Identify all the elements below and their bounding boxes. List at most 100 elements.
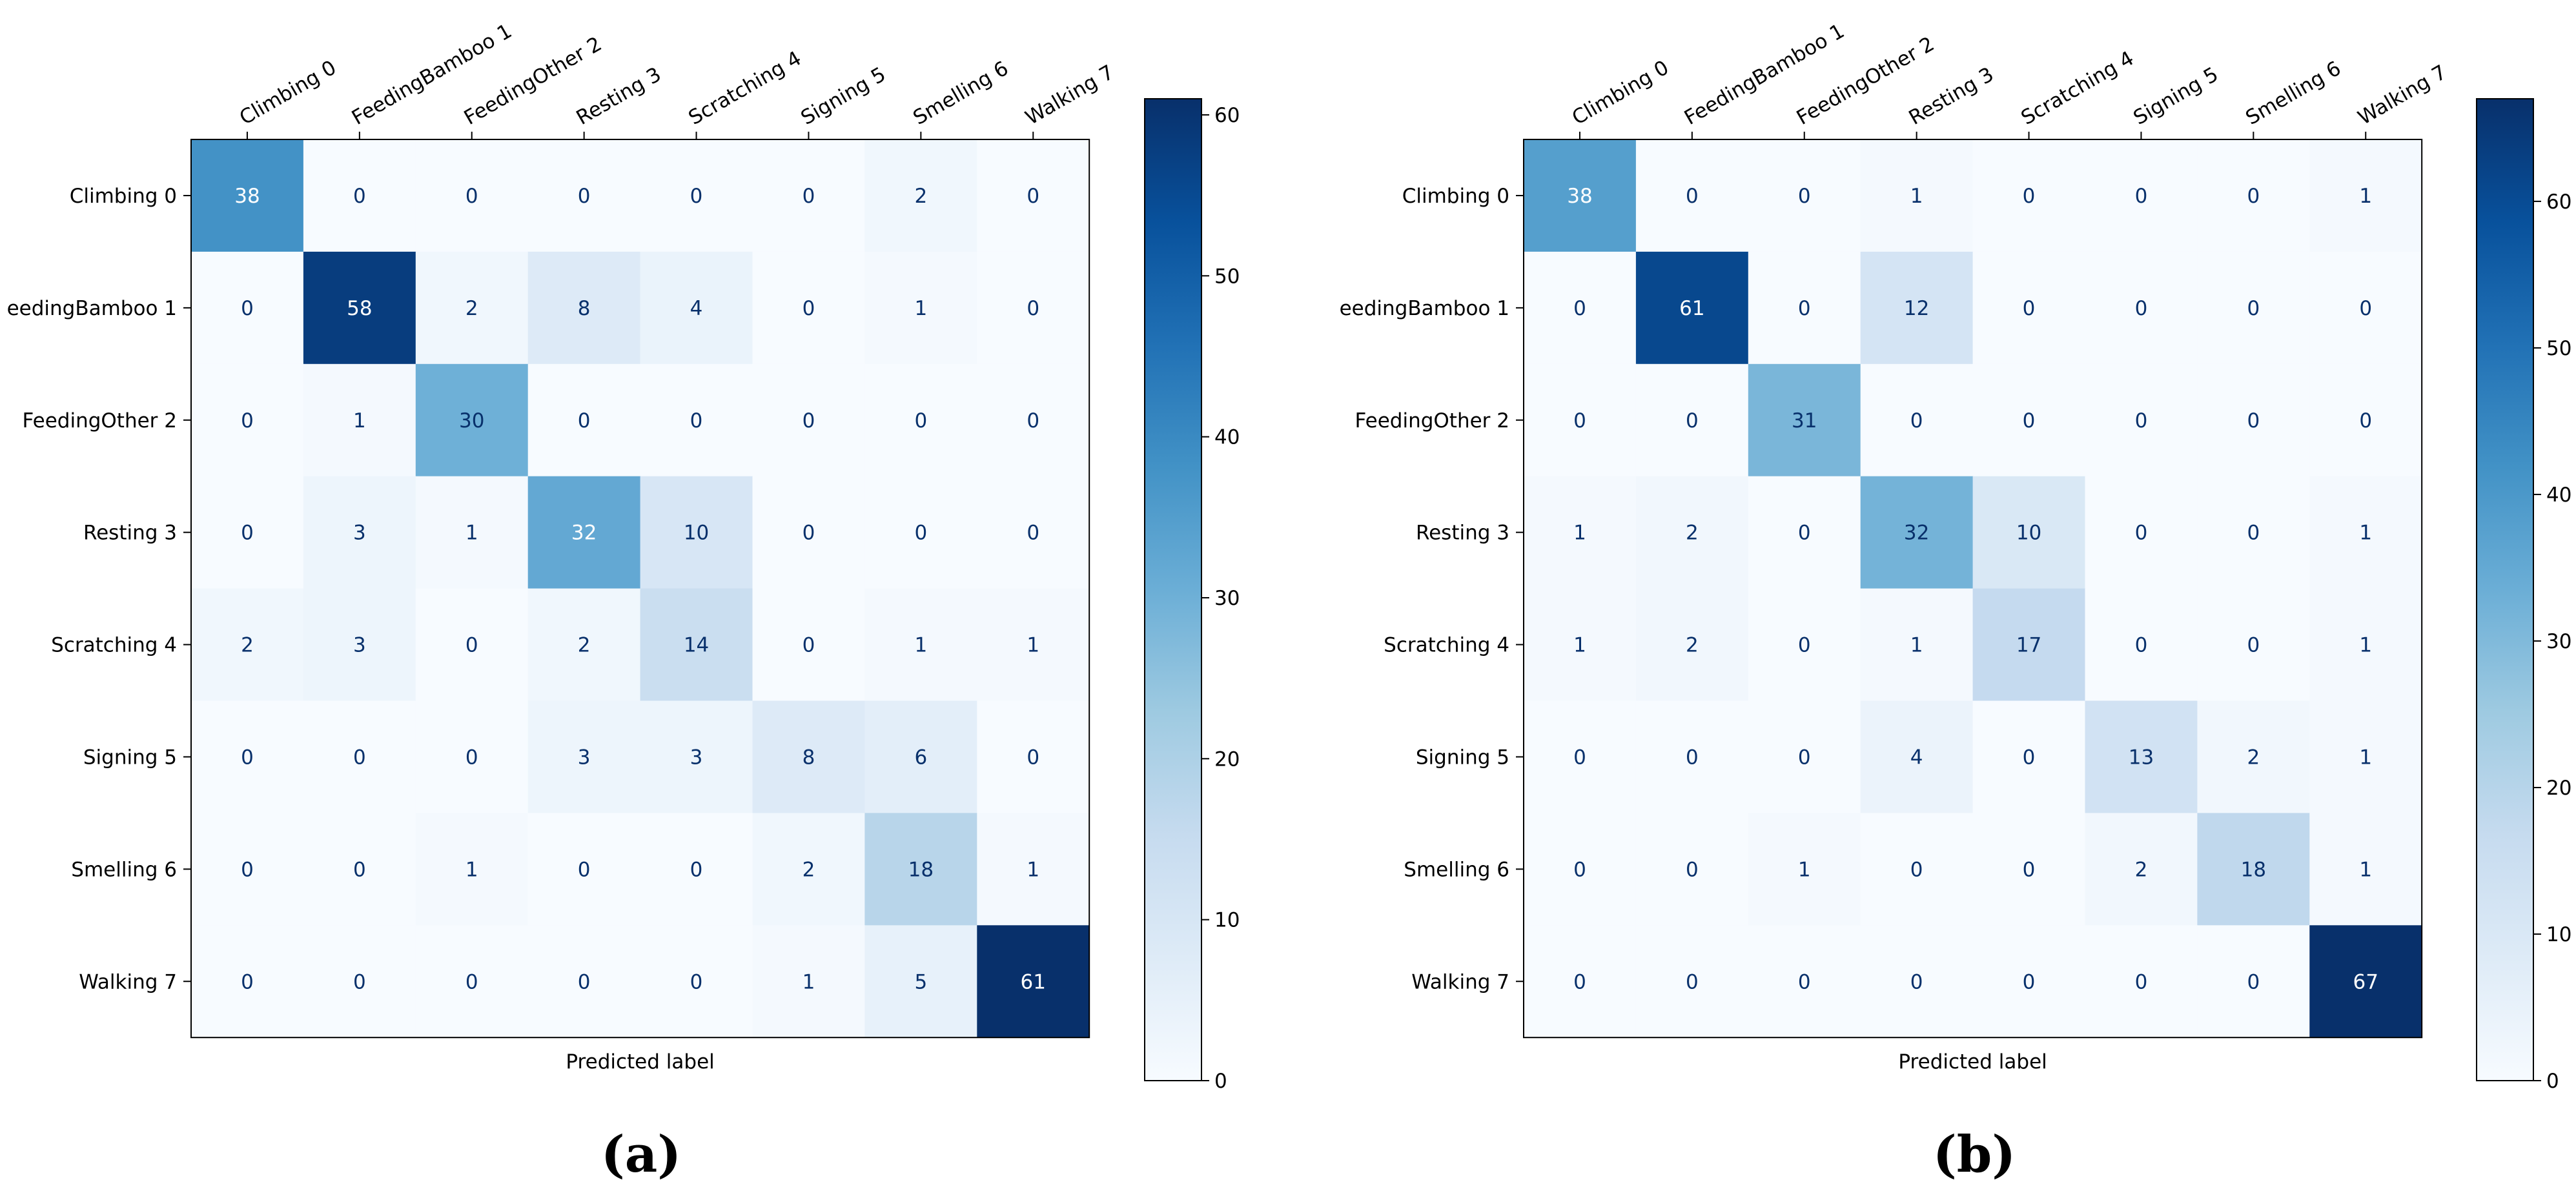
cell-value: 0 <box>465 970 478 993</box>
matrix-cell <box>2085 588 2198 702</box>
cell-value: 0 <box>690 409 703 433</box>
panel-label: (b) <box>1933 1125 2016 1184</box>
cell-value: 0 <box>2023 746 2036 769</box>
y-tick-label: Smelling 6 <box>71 858 177 881</box>
cell-value: 1 <box>1027 858 1039 881</box>
cell-value: 0 <box>690 970 703 993</box>
cell-value: 0 <box>353 858 366 881</box>
cell-value: 0 <box>1798 970 1811 993</box>
matrix-cell <box>2197 251 2310 365</box>
matrix-cells: 38 0 0 0 0 0 2 00 58 2 8 4 0 1 00 1 30 0 0 0 0 00 3 1 32 10 0 0 02 3 0… <box>191 139 1090 1038</box>
cell-value: 2 <box>578 634 591 657</box>
cell-value: 3 <box>690 746 703 769</box>
matrix-cell <box>303 251 416 365</box>
matrix-cell <box>752 251 865 365</box>
matrix-cell <box>640 588 753 702</box>
matrix-cell <box>1524 251 1637 365</box>
colorbar-tick-label: 20 <box>1214 748 1240 771</box>
cell-value: 2 <box>2247 746 2260 769</box>
matrix-cell <box>2085 363 2198 477</box>
cell-value: 0 <box>802 522 815 545</box>
colorbar-tick-label: 50 <box>1214 265 1240 288</box>
matrix-cell <box>2085 476 2198 589</box>
cell-value: 1 <box>802 970 815 993</box>
matrix-cell <box>1635 139 1749 252</box>
matrix-cell <box>2309 700 2422 813</box>
cell-value: 0 <box>914 409 927 433</box>
cell-value: 0 <box>1027 185 1039 208</box>
matrix-cell <box>527 363 641 477</box>
y-tick-label: FeedingOther 2 <box>23 409 178 433</box>
matrix-cell <box>1524 139 1637 252</box>
cell-value: 0 <box>1798 297 1811 320</box>
cell-value: 0 <box>2247 297 2260 320</box>
matrix-cell <box>1524 363 1637 477</box>
matrix-cell <box>1748 813 1861 926</box>
x-tick-label: Resting 3 <box>1905 63 1998 130</box>
matrix-cell <box>864 139 977 252</box>
matrix-cell <box>640 700 753 813</box>
cell-value: 1 <box>353 409 366 433</box>
matrix-cell <box>752 813 865 926</box>
matrix-cell <box>303 813 416 926</box>
cell-value: 1 <box>465 522 478 545</box>
cell-value: 4 <box>690 297 703 320</box>
matrix-cell <box>1972 476 2086 589</box>
cell-value: 0 <box>2247 634 2260 657</box>
matrix-cell <box>1635 813 1749 926</box>
cell-value: 2 <box>802 858 815 881</box>
matrix-cell <box>1635 925 1749 1038</box>
matrix-cell <box>2085 813 2198 926</box>
x-tick-label: Climbing 0 <box>1568 56 1673 130</box>
matrix-cell <box>1972 588 2086 702</box>
cell-value: 0 <box>2023 297 2036 320</box>
matrix-cell <box>1635 588 1749 702</box>
cell-value: 0 <box>1686 858 1699 881</box>
cell-value: 0 <box>1027 297 1039 320</box>
matrix-cell <box>1748 925 1861 1038</box>
matrix-cell <box>191 476 304 589</box>
cell-value: 0 <box>2247 185 2260 208</box>
confusion-matrix-b: 38 0 0 1 0 0 0 10 61 0 12 0 0 0 00 0 31 0 0 0 0 01 2 0 32 10 0 0 11 2… <box>1340 19 2572 1184</box>
matrix-cell <box>527 588 641 702</box>
x-tick-label: Walking 7 <box>1021 61 1118 130</box>
y-axis-ticks: Climbing 0 eedingBamboo 1 FeedingOther 2 Re… <box>7 185 191 993</box>
y-tick-label: Walking 7 <box>1411 970 1509 993</box>
y-tick-label: Climbing 0 <box>70 185 177 208</box>
matrix-cell <box>752 139 865 252</box>
matrix-cell <box>752 363 865 477</box>
matrix-cell <box>1972 363 2086 477</box>
matrix-cell <box>640 813 753 926</box>
matrix-cell <box>1635 700 1749 813</box>
cell-value: 0 <box>802 634 815 657</box>
matrix-cell <box>415 813 529 926</box>
cell-value: 1 <box>2359 185 2372 208</box>
cell-value: 1 <box>2359 746 2372 769</box>
cell-value: 0 <box>1686 970 1699 993</box>
matrix-cell <box>1860 925 1974 1038</box>
cell-value: 0 <box>802 409 815 433</box>
cell-value: 0 <box>2135 970 2148 993</box>
cell-value: 0 <box>353 970 366 993</box>
matrix-cell <box>2085 700 2198 813</box>
cell-value: 0 <box>2247 522 2260 545</box>
colorbar: 0 10 20 30 40 50 60 <box>1144 98 1240 1093</box>
x-tick-label: Signing 5 <box>797 63 890 130</box>
matrix-cell <box>303 588 416 702</box>
matrix-cell <box>1748 476 1861 589</box>
cell-value: 0 <box>578 185 591 208</box>
matrix-cell <box>1748 588 1861 702</box>
y-tick-label: Signing 5 <box>1416 746 1509 769</box>
cell-value: 2 <box>1686 634 1699 657</box>
cell-value: 0 <box>353 185 366 208</box>
cell-value: 61 <box>1679 297 1704 320</box>
y-tick-label: eedingBamboo 1 <box>7 297 177 320</box>
matrix-cell <box>2197 588 2310 702</box>
cell-value: 2 <box>2135 858 2148 881</box>
colorbar-tick-label: 30 <box>1214 587 1240 610</box>
cell-value: 0 <box>2135 297 2148 320</box>
cell-value: 0 <box>690 185 703 208</box>
matrix-cell <box>1972 700 2086 813</box>
cell-value: 5 <box>914 970 927 993</box>
